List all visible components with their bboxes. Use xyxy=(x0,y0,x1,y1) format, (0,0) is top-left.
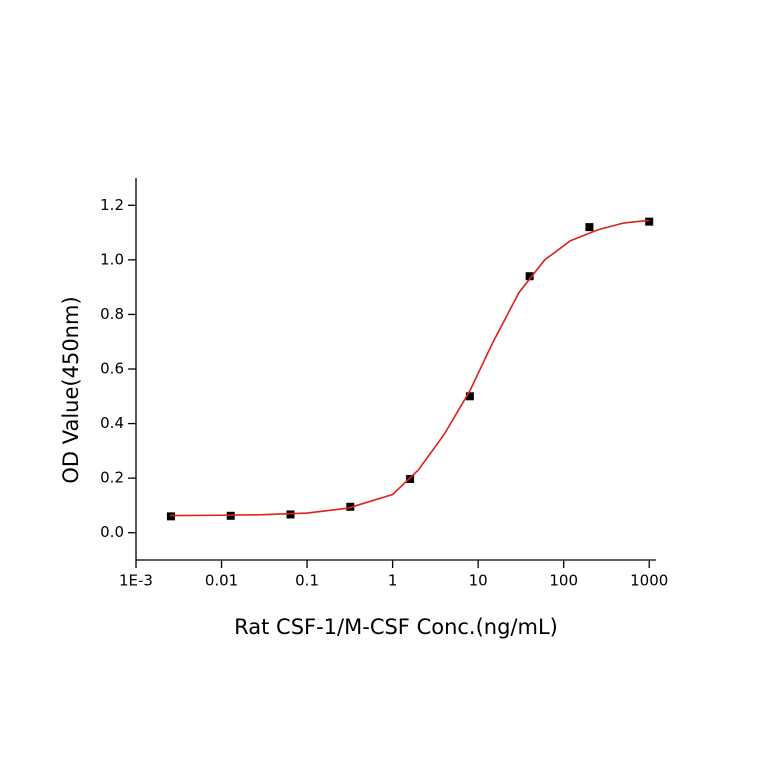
x-tick-label: 10 xyxy=(469,572,488,590)
y-tick-label: 1.0 xyxy=(100,250,124,268)
data-point xyxy=(585,223,594,232)
x-tick-label: 1000 xyxy=(630,572,668,590)
data-point xyxy=(166,512,175,521)
data-point xyxy=(465,392,474,401)
fit-curve xyxy=(170,219,650,517)
data-point xyxy=(645,217,654,226)
x-tick-label: 100 xyxy=(549,572,578,590)
x-tick-label: 1 xyxy=(388,572,398,590)
y-tick-label: 0.8 xyxy=(100,305,124,323)
y-tick-label: 1.2 xyxy=(100,196,124,214)
x-tick-label: 0.1 xyxy=(295,572,319,590)
y-tick-label: 0.6 xyxy=(100,360,124,378)
y-tick-label: 0.4 xyxy=(100,414,124,432)
y-tick-label: 0.0 xyxy=(100,523,124,541)
y-axis-title: OD Value(450nm) xyxy=(59,296,83,483)
data-point xyxy=(525,272,534,281)
x-tick-label: 1E-3 xyxy=(119,572,153,590)
y-tick-label: 0.2 xyxy=(100,469,124,487)
x-axis-title: Rat CSF-1/M-CSF Conc.(ng/mL) xyxy=(234,615,558,639)
x-tick-label: 0.01 xyxy=(205,572,238,590)
